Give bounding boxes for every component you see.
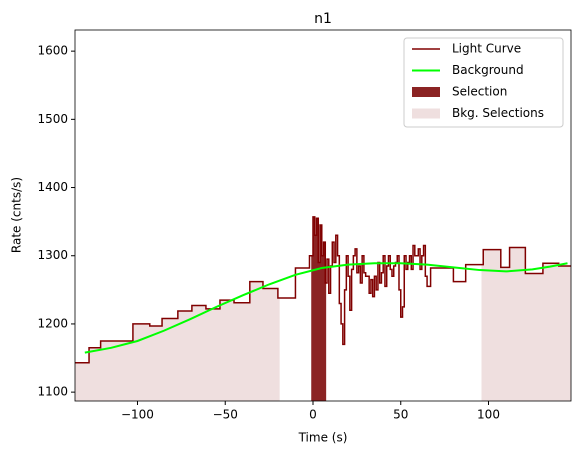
y-tick-label: 1400 [37, 180, 68, 194]
plot-area [75, 216, 571, 401]
legend-patch [412, 108, 440, 119]
legend-label: Selection [452, 85, 507, 99]
selection [311, 216, 327, 401]
x-tick-label: −100 [121, 408, 154, 422]
bkg-selection [481, 247, 571, 401]
legend-label: Light Curve [452, 42, 521, 56]
bkg-selection [75, 281, 280, 401]
chart-title: n1 [314, 11, 332, 27]
y-tick-label: 1300 [37, 248, 68, 262]
y-axis-label: Rate (cnts/s) [10, 177, 24, 253]
y-tick-label: 1600 [37, 44, 68, 58]
y-tick-label: 1100 [37, 385, 68, 399]
light-curve [75, 216, 571, 364]
x-tick-label: 50 [393, 408, 408, 422]
legend-label: Background [452, 63, 524, 77]
axes-frame [74, 29, 572, 402]
background-line [84, 262, 568, 354]
y-tick-label: 1500 [37, 112, 68, 126]
legend-box [403, 37, 564, 128]
y-tick-label: 1200 [37, 316, 68, 330]
legend-label: Bkg. Selections [452, 106, 544, 120]
legend-patch [412, 87, 440, 97]
x-tick-label: 0 [309, 408, 317, 422]
x-axis-label: Time (s) [298, 431, 348, 445]
x-tick-label: −50 [213, 408, 238, 422]
x-tick-label: 100 [477, 408, 500, 422]
